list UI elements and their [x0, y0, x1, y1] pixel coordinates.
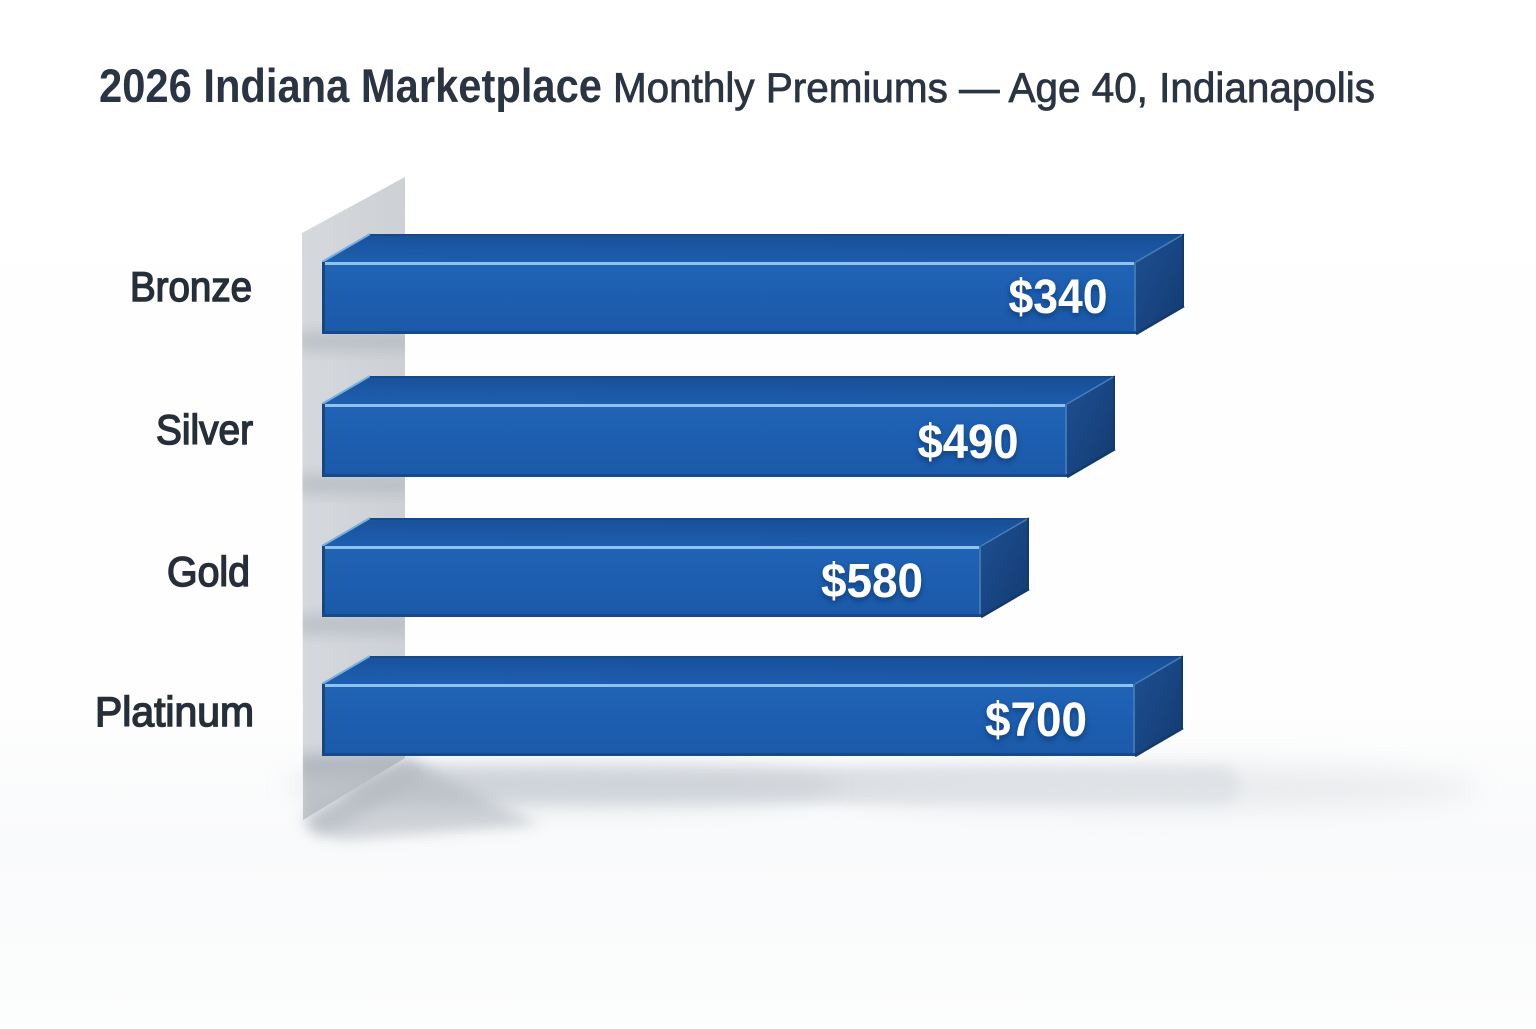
svg-text:Monthly Premiums — Age 40, Ind: Monthly Premiums — Age 40, Indianapolis — [613, 64, 1375, 111]
svg-text:$580: $580 — [821, 555, 923, 608]
svg-text:Bronze: Bronze — [130, 263, 252, 310]
svg-text:Gold: Gold — [167, 548, 250, 595]
svg-text:Silver: Silver — [156, 406, 253, 453]
svg-text:$340: $340 — [1009, 271, 1108, 324]
svg-text:$490: $490 — [918, 416, 1019, 469]
svg-text:2026 Indiana Marketplace: 2026 Indiana Marketplace — [99, 59, 602, 112]
svg-text:Platinum: Platinum — [95, 688, 254, 735]
svg-text:$700: $700 — [985, 694, 1087, 747]
